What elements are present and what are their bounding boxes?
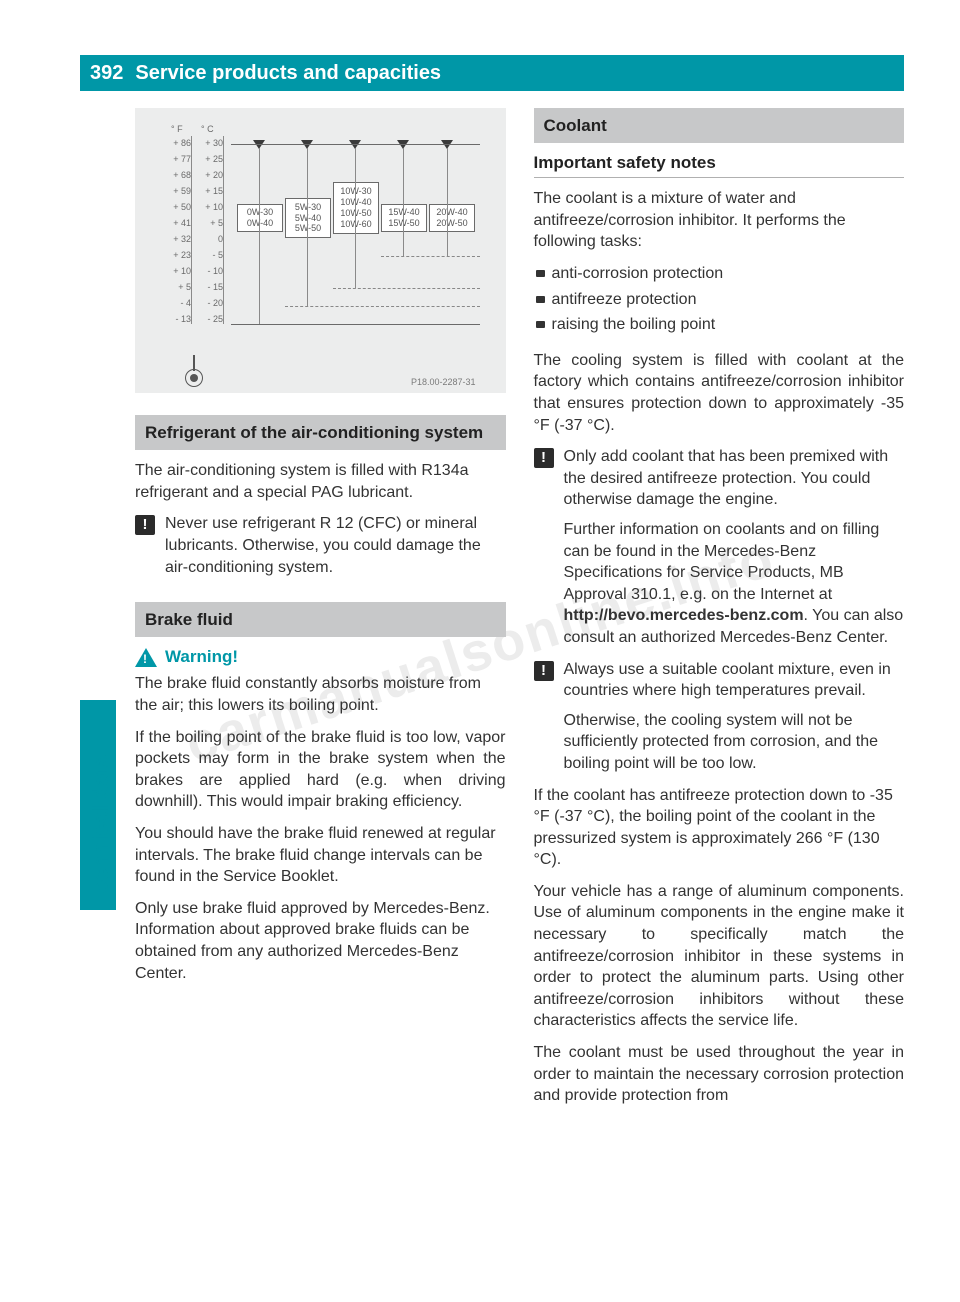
range-line (447, 148, 448, 256)
oil-line: 15W-50 (382, 218, 426, 229)
axis-f-label: ° F (171, 124, 183, 134)
range-line (403, 148, 404, 256)
side-label: Technical data (88, 754, 114, 905)
oil-line: 10W-40 (334, 197, 378, 208)
paragraph: The coolant must be used throughout the … (534, 1042, 905, 1107)
range-line (307, 148, 308, 306)
oil-viscosity-chart: ° F ° C + 86 + 30 + 77 + 25 + 68 + 20 + … (135, 108, 506, 393)
tick-c: - 15 (195, 282, 223, 292)
note-text: Always use a suitable coolant mixture, e… (564, 659, 905, 702)
tick-f: + 68 (161, 170, 191, 180)
section-heading-coolant: Coolant (534, 108, 905, 143)
chart-code: P18.00-2287-31 (411, 377, 476, 387)
oil-line: 20W-40 (430, 207, 474, 218)
content: ° F ° C + 86 + 30 + 77 + 25 + 68 + 20 + … (135, 108, 904, 1262)
important-icon: ! (534, 448, 554, 468)
header-title: Service products and capacities (135, 62, 441, 85)
tick-f: + 86 (161, 138, 191, 148)
important-icon: ! (534, 661, 554, 681)
oil-line: 10W-60 (334, 219, 378, 230)
bullet-item: anti-corrosion protection (534, 263, 905, 285)
tick-c: + 20 (195, 170, 223, 180)
scale-line (191, 136, 192, 324)
tick-f: + 41 (161, 218, 191, 228)
subheading: Important safety notes (534, 153, 905, 178)
section-heading-brakefluid: Brake fluid (135, 602, 506, 637)
tick-f: + 10 (161, 266, 191, 276)
paragraph: You should have the brake fluid renewed … (135, 823, 506, 888)
range-line (355, 148, 356, 288)
scale-line (223, 136, 224, 324)
tick-c: - 5 (195, 250, 223, 260)
tick-c: - 20 (195, 298, 223, 308)
paragraph: The cooling system is filled with coolan… (534, 350, 905, 436)
note-text: Never use refrigerant R 12 (CFC) or mine… (165, 513, 506, 578)
chart-rule (231, 324, 480, 325)
important-note: ! Always use a suitable coolant mixture,… (534, 659, 905, 775)
paragraph: If the boiling point of the brake fluid … (135, 727, 506, 813)
tick-c: + 25 (195, 154, 223, 164)
tick-f: + 32 (161, 234, 191, 244)
bullet-item: raising the boiling point (534, 314, 905, 336)
oil-line: 10W-30 (334, 186, 378, 197)
note-text: Otherwise, the cooling system will not b… (564, 710, 905, 775)
paragraph: The brake fluid constantly absorbs moist… (135, 673, 506, 716)
warning-header: Warning! (135, 647, 506, 667)
tick-c: + 15 (195, 186, 223, 196)
range-line (259, 148, 260, 324)
chart-rule (381, 256, 480, 257)
note-text: Further information on coolants and on f… (564, 519, 905, 649)
chart-rule (231, 144, 480, 145)
oil-line: 0W-30 (238, 207, 282, 218)
oil-line: 5W-30 (286, 202, 330, 213)
important-note: ! Never use refrigerant R 12 (CFC) or mi… (135, 513, 506, 578)
oil-line: 5W-40 (286, 213, 330, 224)
axis-c-label: ° C (201, 124, 214, 134)
oil-line: 15W-40 (382, 207, 426, 218)
note-text: Only add coolant that has been premixed … (564, 446, 905, 511)
left-column: ° F ° C + 86 + 30 + 77 + 25 + 68 + 20 + … (135, 108, 506, 1262)
bullet-item: antifreeze protection (534, 289, 905, 311)
oil-line: 5W-50 (286, 223, 330, 234)
thermometer-icon (185, 369, 203, 387)
page-number: 392 (80, 62, 135, 85)
oil-box: 15W-40 15W-50 (381, 204, 427, 232)
right-column: Coolant Important safety notes The coola… (534, 108, 905, 1262)
tick-c: + 10 (195, 202, 223, 212)
oil-line: 0W-40 (238, 218, 282, 229)
important-icon: ! (135, 515, 155, 535)
oil-box: 0W-30 0W-40 (237, 204, 283, 232)
tick-c: - 10 (195, 266, 223, 276)
warning-icon (135, 648, 157, 667)
oil-box: 10W-30 10W-40 10W-50 10W-60 (333, 182, 379, 234)
bullet-list: anti-corrosion protection antifreeze pro… (534, 263, 905, 340)
tick-c: - 25 (195, 314, 223, 324)
page-header: 392 Service products and capacities (80, 55, 904, 91)
tick-c: + 30 (195, 138, 223, 148)
tick-f: - 13 (161, 314, 191, 324)
tick-f: + 77 (161, 154, 191, 164)
paragraph: Only use brake fluid approved by Mercede… (135, 898, 506, 984)
tick-c: + 5 (195, 218, 223, 228)
tick-f: + 23 (161, 250, 191, 260)
tick-f: + 59 (161, 186, 191, 196)
tick-f: + 50 (161, 202, 191, 212)
important-note: ! Only add coolant that has been premixe… (534, 446, 905, 648)
oil-box: 20W-40 20W-50 (429, 204, 475, 232)
oil-box: 5W-30 5W-40 5W-50 (285, 198, 331, 238)
paragraph: Your vehicle has a range of aluminum com… (534, 881, 905, 1032)
tick-f: - 4 (161, 298, 191, 308)
url-text: http://bevo.mercedes-benz.com (564, 607, 804, 624)
warning-label: Warning! (165, 647, 238, 667)
paragraph: The coolant is a mixture of water and an… (534, 188, 905, 253)
paragraph: If the coolant has antifreeze protection… (534, 785, 905, 871)
paragraph: The air-conditioning system is filled wi… (135, 460, 506, 503)
oil-line: 20W-50 (430, 218, 474, 229)
oil-line: 10W-50 (334, 208, 378, 219)
chart-rule (333, 288, 480, 289)
tick-c: 0 (195, 234, 223, 244)
section-heading-refrigerant: Refrigerant of the air-conditioning syst… (135, 415, 506, 450)
tick-f: + 5 (161, 282, 191, 292)
chart-rule (285, 306, 480, 307)
